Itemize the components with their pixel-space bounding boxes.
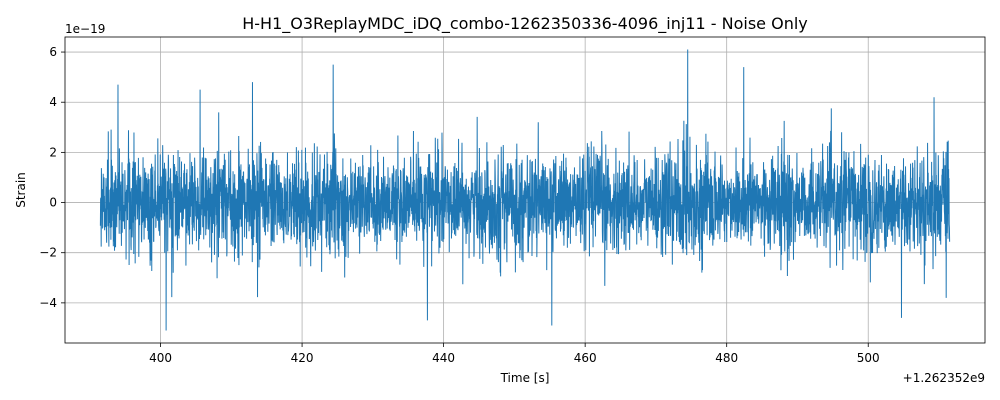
y-tick-label: 0 bbox=[49, 196, 57, 210]
x-tick-label: 400 bbox=[149, 351, 172, 365]
x-tick-label: 460 bbox=[574, 351, 597, 365]
plot-area bbox=[99, 49, 951, 331]
x-offset-label: +1.262352e9 bbox=[903, 371, 985, 385]
y-scale-label: 1e−19 bbox=[65, 22, 105, 36]
y-tick-label: −2 bbox=[39, 246, 57, 260]
y-tick-label: 4 bbox=[49, 95, 57, 109]
plot-frame bbox=[64, 36, 986, 344]
y-tick-label: 6 bbox=[49, 45, 57, 59]
y-axis-label: Strain bbox=[14, 172, 28, 208]
x-tick-label: 500 bbox=[857, 351, 880, 365]
x-tick-label: 440 bbox=[432, 351, 455, 365]
x-tick-label: 420 bbox=[291, 351, 314, 365]
y-axis: −4 −2 0 2 4 6 bbox=[39, 45, 65, 310]
y-tick-label: −4 bbox=[39, 296, 57, 310]
x-axis-label: Time [s] bbox=[500, 371, 550, 385]
chart-title: H-H1_O3ReplayMDC_iDQ_combo-1262350336-40… bbox=[242, 14, 808, 34]
x-axis: 400 420 440 460 480 500 bbox=[149, 343, 880, 365]
x-tick-label: 480 bbox=[715, 351, 738, 365]
series-line bbox=[99, 49, 951, 331]
y-tick-label: 2 bbox=[49, 145, 57, 159]
